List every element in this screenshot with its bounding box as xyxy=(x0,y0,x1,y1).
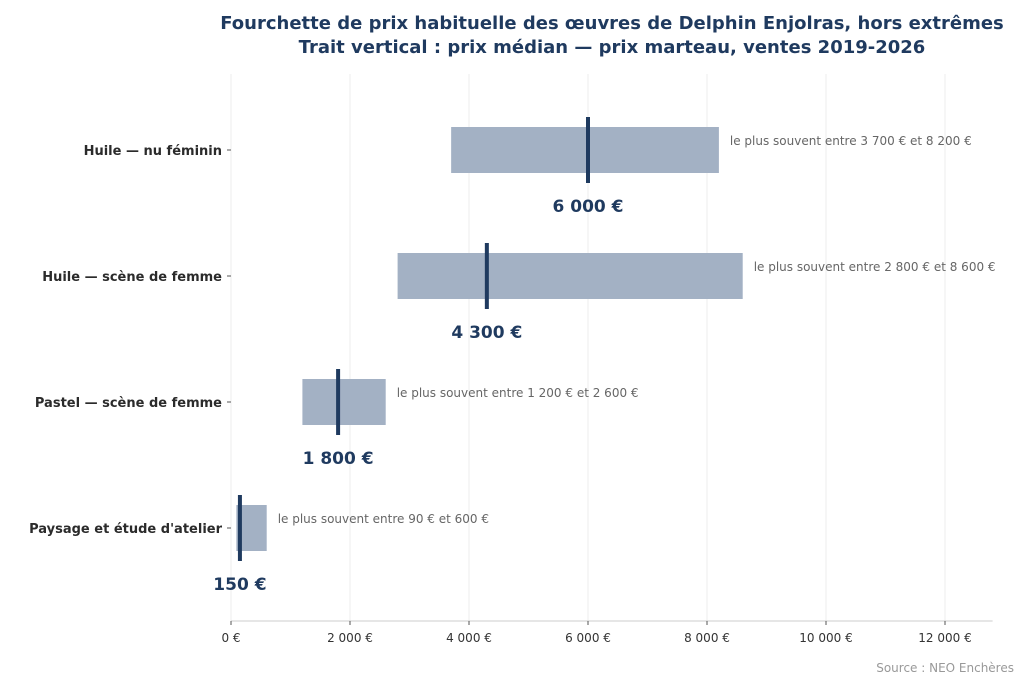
x-tick-label: 4 000 € xyxy=(446,631,492,645)
range-annotation: le plus souvent entre 2 800 € et 8 600 € xyxy=(754,260,996,274)
source-note: Source : NEO Enchères xyxy=(876,661,1014,675)
x-tick-label: 12 000 € xyxy=(918,631,971,645)
median-label: 1 800 € xyxy=(303,449,374,469)
median-label: 6 000 € xyxy=(553,197,624,217)
x-tick-label: 6 000 € xyxy=(565,631,611,645)
category-label: Pastel — scène de femme xyxy=(35,396,222,411)
range-bar xyxy=(302,379,386,425)
x-tick-label: 2 000 € xyxy=(327,631,373,645)
median-label: 4 300 € xyxy=(451,323,522,343)
range-annotation: le plus souvent entre 3 700 € et 8 200 € xyxy=(730,134,972,148)
range-bar xyxy=(397,253,743,299)
category-label: Huile — nu féminin xyxy=(84,144,222,159)
median-label: 150 € xyxy=(213,575,266,595)
x-tick-label: 10 000 € xyxy=(799,631,852,645)
x-tick-label: 8 000 € xyxy=(684,631,730,645)
range-annotation: le plus souvent entre 1 200 € et 2 600 € xyxy=(397,386,639,400)
category-label: Huile — scène de femme xyxy=(42,270,222,285)
x-tick-label: 0 € xyxy=(221,631,240,645)
range-bar xyxy=(451,127,719,173)
chart-subtitle: Trait vertical : prix médian — prix mart… xyxy=(298,37,926,58)
category-label: Paysage et étude d'atelier xyxy=(29,522,222,537)
range-annotation: le plus souvent entre 90 € et 600 € xyxy=(278,512,489,526)
chart-title: Fourchette de prix habituelle des œuvres… xyxy=(220,13,1004,34)
